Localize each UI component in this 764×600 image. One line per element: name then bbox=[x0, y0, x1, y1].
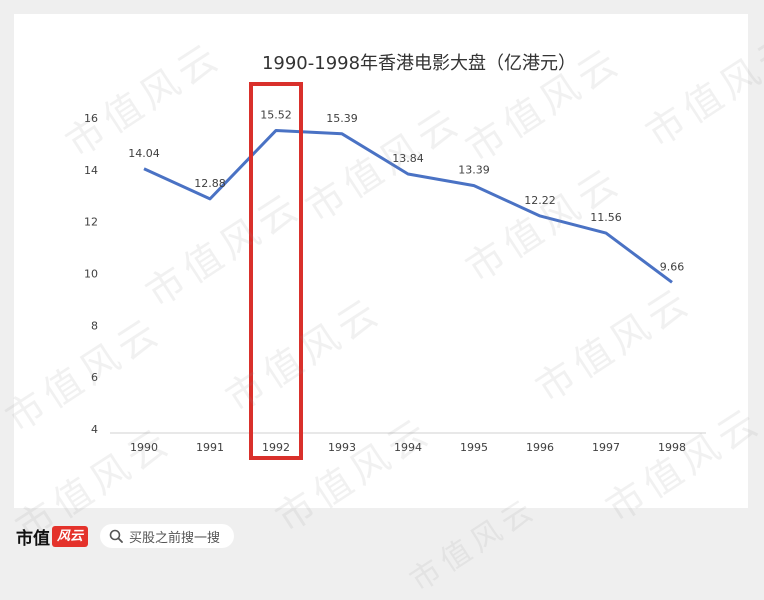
data-label: 12.22 bbox=[524, 194, 556, 207]
series-line bbox=[143, 128, 673, 284]
x-tick-label: 1995 bbox=[460, 441, 488, 454]
y-tick-label: 6 bbox=[91, 371, 98, 384]
x-tick-label: 1993 bbox=[328, 441, 356, 454]
x-tick-label: 1992 bbox=[262, 441, 290, 454]
footer: 市值 风云 买股之前搜一搜 bbox=[0, 512, 764, 561]
data-label: 13.39 bbox=[458, 164, 490, 177]
y-tick-label: 10 bbox=[84, 268, 98, 281]
x-tick-label: 1991 bbox=[196, 441, 224, 454]
data-label: 15.39 bbox=[326, 112, 358, 125]
data-label: 13.84 bbox=[392, 152, 424, 165]
x-tick-label: 1990 bbox=[130, 441, 158, 454]
x-tick-label: 1994 bbox=[394, 441, 422, 454]
brand-logo[interactable]: 市值 风云 bbox=[16, 524, 89, 549]
data-label: 9.66 bbox=[660, 260, 685, 273]
data-label: 11.56 bbox=[590, 211, 622, 224]
x-tick-label: 1997 bbox=[592, 441, 620, 454]
data-label: 14.04 bbox=[128, 147, 160, 160]
search-icon bbox=[109, 529, 123, 543]
data-label: 12.88 bbox=[194, 177, 226, 190]
chart-title: 1990-1998年香港电影大盘（亿港元） bbox=[262, 53, 576, 74]
x-tick-label: 1998 bbox=[658, 441, 686, 454]
data-label: 15.52 bbox=[260, 108, 292, 121]
y-tick-label: 12 bbox=[84, 216, 98, 229]
y-tick-label: 16 bbox=[84, 112, 98, 125]
line-chart: 1990-1998年香港电影大盘（亿港元） 4 6 8 10 12 14 16 1990 19… bbox=[84, 53, 706, 460]
y-tick-label: 4 bbox=[91, 423, 98, 436]
search-text: 买股之前搜一搜 bbox=[129, 530, 221, 546]
x-tick-label: 1996 bbox=[526, 441, 554, 454]
search-box[interactable]: 买股之前搜一搜 bbox=[100, 524, 234, 548]
y-tick-label: 8 bbox=[91, 319, 98, 332]
brand-logo-badge: 风云 bbox=[52, 525, 89, 547]
y-tick-label: 14 bbox=[84, 164, 98, 177]
brand-text: 市值 bbox=[16, 528, 50, 549]
chart-card: 1990-1998年香港电影大盘（亿港元） 4 6 8 10 12 14 16 1990 19… bbox=[0, 14, 764, 551]
highlight-box-1992 bbox=[249, 82, 303, 460]
